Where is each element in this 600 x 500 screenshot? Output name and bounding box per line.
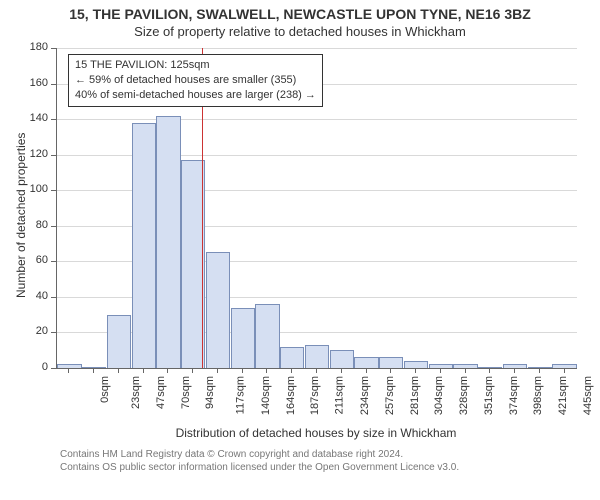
x-tick-mark	[341, 368, 342, 373]
histogram-bar	[156, 116, 180, 368]
x-tick-mark	[242, 368, 243, 373]
histogram-bar	[453, 364, 477, 368]
x-tick-mark	[217, 368, 218, 373]
x-tick-mark	[465, 368, 466, 373]
y-tick-label: 120	[0, 148, 48, 160]
annotation-line-2: ← 59% of detached houses are smaller (35…	[75, 73, 316, 88]
annotation-line-3: 40% of semi-detached houses are larger (…	[75, 88, 316, 103]
y-tick-label: 80	[0, 219, 48, 231]
x-tick-label: 47sqm	[155, 376, 167, 409]
histogram-bar	[280, 347, 304, 368]
y-tick-mark	[51, 297, 56, 298]
x-tick-mark	[167, 368, 168, 373]
x-tick-mark	[514, 368, 515, 373]
x-tick-label: 234sqm	[359, 376, 371, 415]
x-tick-mark	[539, 368, 540, 373]
y-tick-mark	[51, 155, 56, 156]
x-tick-mark	[192, 368, 193, 373]
y-tick-label: 160	[0, 77, 48, 89]
histogram-bar	[404, 361, 428, 368]
x-tick-mark	[143, 368, 144, 373]
annotation-line-1: 15 THE PAVILION: 125sqm	[75, 58, 316, 73]
x-tick-label: 164sqm	[285, 376, 297, 415]
histogram-bar	[107, 315, 131, 368]
x-tick-mark	[415, 368, 416, 373]
histogram-bar	[305, 345, 329, 368]
y-tick-label: 140	[0, 112, 48, 124]
footer-line-2: Contains OS public sector information li…	[60, 461, 459, 474]
x-tick-label: 374sqm	[508, 376, 520, 415]
histogram-bar	[354, 357, 378, 368]
x-tick-label: 351sqm	[483, 376, 495, 415]
y-tick-mark	[51, 190, 56, 191]
x-tick-label: 94sqm	[204, 376, 216, 409]
histogram-bar	[255, 304, 279, 368]
x-tick-label: 304sqm	[433, 376, 445, 415]
x-tick-label: 211sqm	[334, 376, 346, 414]
x-tick-mark	[316, 368, 317, 373]
chart-title: 15, THE PAVILION, SWALWELL, NEWCASTLE UP…	[0, 6, 600, 22]
y-tick-mark	[51, 48, 56, 49]
x-tick-label: 117sqm	[235, 376, 247, 414]
histogram-bar	[379, 357, 403, 368]
x-tick-mark	[93, 368, 94, 373]
y-tick-mark	[51, 226, 56, 227]
x-tick-label: 257sqm	[384, 376, 396, 415]
gridline	[57, 48, 577, 49]
x-tick-label: 0sqm	[99, 376, 111, 403]
x-tick-label: 281sqm	[409, 376, 421, 415]
x-tick-label: 187sqm	[310, 376, 322, 415]
y-tick-mark	[51, 332, 56, 333]
y-tick-mark	[51, 261, 56, 262]
x-tick-label: 421sqm	[557, 376, 569, 415]
y-tick-label: 100	[0, 183, 48, 195]
y-tick-label: 0	[0, 361, 48, 373]
histogram-bar	[429, 364, 453, 368]
x-tick-mark	[68, 368, 69, 373]
y-tick-label: 40	[0, 290, 48, 302]
x-tick-mark	[390, 368, 391, 373]
histogram-bar	[206, 252, 230, 368]
footer-line-1: Contains HM Land Registry data © Crown c…	[60, 448, 459, 461]
x-tick-label: 398sqm	[532, 376, 544, 415]
y-tick-label: 180	[0, 41, 48, 53]
x-tick-label: 70sqm	[180, 376, 192, 409]
y-tick-label: 60	[0, 254, 48, 266]
x-tick-mark	[266, 368, 267, 373]
gridline	[57, 119, 577, 120]
histogram-bar	[132, 123, 156, 368]
x-tick-mark	[440, 368, 441, 373]
histogram-bar	[528, 367, 552, 368]
histogram-bar	[552, 364, 576, 368]
x-tick-mark	[118, 368, 119, 373]
x-axis-label: Distribution of detached houses by size …	[56, 426, 576, 440]
y-tick-label: 20	[0, 325, 48, 337]
y-tick-mark	[51, 368, 56, 369]
x-tick-mark	[489, 368, 490, 373]
y-tick-mark	[51, 84, 56, 85]
x-tick-label: 445sqm	[582, 376, 594, 415]
x-tick-label: 23sqm	[130, 376, 142, 409]
x-tick-mark	[366, 368, 367, 373]
x-tick-label: 328sqm	[458, 376, 470, 415]
x-tick-mark	[291, 368, 292, 373]
footer-attribution: Contains HM Land Registry data © Crown c…	[60, 448, 459, 474]
x-tick-mark	[564, 368, 565, 373]
reference-annotation: 15 THE PAVILION: 125sqm ← 59% of detache…	[68, 54, 323, 107]
histogram-bar	[231, 308, 255, 368]
chart-container: { "titles": { "main": "15, THE PAVILION,…	[0, 0, 600, 500]
chart-subtitle: Size of property relative to detached ho…	[0, 24, 600, 39]
x-tick-label: 140sqm	[260, 376, 272, 415]
histogram-bar	[330, 350, 354, 368]
y-tick-mark	[51, 119, 56, 120]
